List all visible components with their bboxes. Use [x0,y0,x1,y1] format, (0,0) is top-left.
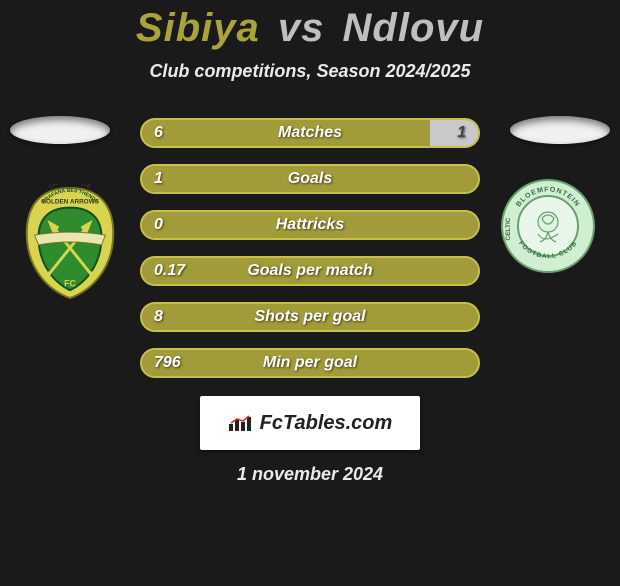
player2-name: Ndlovu [343,6,485,50]
competition-subtitle: Club competitions, Season 2024/2025 [0,61,620,82]
stat-value-right: 1 [457,124,466,142]
footer-date: 1 november 2024 [0,464,620,485]
stat-label: Matches [142,124,478,142]
crest-text-mid: GOLDEN ARROWS [41,199,99,206]
club-crest-left: ABAFANA BES'THENDE LAMONTVILLE GOLDEN AR… [20,184,120,284]
stat-row: 796Min per goal [140,348,480,378]
stat-label: Goals [142,170,478,188]
stat-label: Shots per goal [142,308,478,326]
stat-label: Min per goal [142,354,478,372]
stats-container: 6Matches11Goals0Hattricks0.17Goals per m… [140,118,480,378]
oval-decoration-right [510,116,610,144]
vs-text: vs [278,6,325,50]
crest-fc-text: FC [64,278,76,288]
stat-row: 6Matches1 [140,118,480,148]
oval-decoration-left [10,116,110,144]
stat-row: 0Hattricks [140,210,480,240]
stat-row: 1Goals [140,164,480,194]
footer-brand-text: FcTables.com [260,412,393,435]
club-crest-right: BLOEMFONTEIN FOOTBALL CLUB CELTIC [498,176,598,276]
fctables-logo: FcTables.com [200,396,420,450]
player1-name: Sibiya [136,6,260,50]
stat-label: Hattricks [142,216,478,234]
stat-row: 0.17Goals per match [140,256,480,286]
stat-label: Goals per match [142,262,478,280]
stat-row: 8Shots per goal [140,302,480,332]
sparkline-icon [228,414,254,432]
crest-ring-side-left: CELTIC [505,217,512,240]
comparison-title: Sibiya vs Ndlovu [0,6,620,51]
